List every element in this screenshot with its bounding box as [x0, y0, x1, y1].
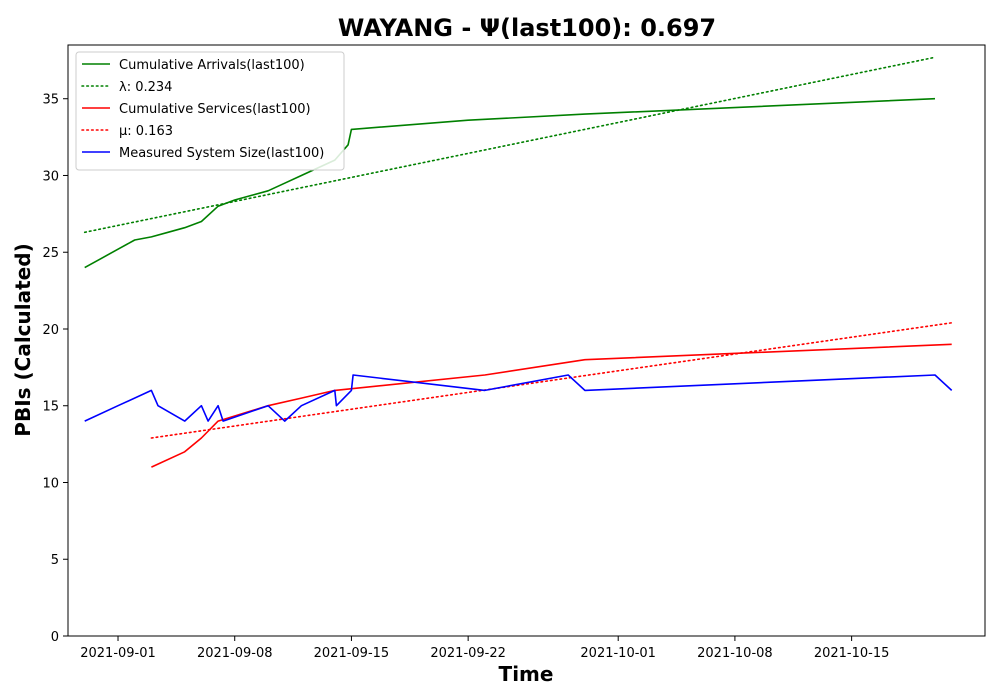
x-tick-label: 2021-10-01	[580, 646, 656, 661]
x-tick-label: 2021-09-15	[314, 646, 390, 661]
x-tick-label: 2021-09-22	[430, 646, 506, 661]
y-tick-label: 0	[51, 630, 59, 645]
series-line-2	[151, 343, 952, 468]
x-tick-label: 2021-09-08	[197, 646, 273, 661]
y-tick-label: 30	[42, 169, 59, 184]
legend-box	[75, 51, 345, 171]
legend-label: Cumulative Arrivals(last100)	[119, 58, 305, 73]
series-layer	[83, 56, 953, 468]
legend: Cumulative Arrivals(last100) λ: 0.234 Cumu…	[75, 51, 345, 171]
legend-label: Cumulative Services(last100)	[119, 102, 311, 117]
chart-title: WAYANG - Ψ(last100): 0.697	[338, 14, 716, 42]
y-tick-label: 10	[42, 476, 59, 491]
x-tick-label: 2021-10-08	[697, 646, 773, 661]
axes-layer: 2021-09-01 2021-09-08 2021-09-15 2021-09-22…	[42, 93, 889, 661]
series-line-3	[150, 321, 953, 439]
series-line-4	[84, 374, 953, 422]
plot-frame	[67, 44, 986, 637]
legend-label: λ: 0.234	[119, 80, 172, 95]
x-axis-title: Time	[499, 662, 554, 686]
y-tick-label: 25	[42, 246, 59, 261]
y-tick-label: 20	[42, 323, 59, 338]
legend-label: μ: 0.163	[119, 124, 173, 139]
x-tick-label: 2021-09-01	[80, 646, 156, 661]
series-line-1	[83, 56, 936, 234]
y-axis-title: PBIs (Calculated)	[11, 243, 35, 436]
x-tick-label: 2021-10-15	[814, 646, 890, 661]
y-tick-label: 15	[42, 400, 59, 415]
y-tick-label: 35	[42, 93, 59, 108]
y-tick-label: 5	[51, 553, 59, 568]
series-line-0	[84, 97, 936, 269]
legend-label: Measured System Size(last100)	[119, 146, 324, 161]
